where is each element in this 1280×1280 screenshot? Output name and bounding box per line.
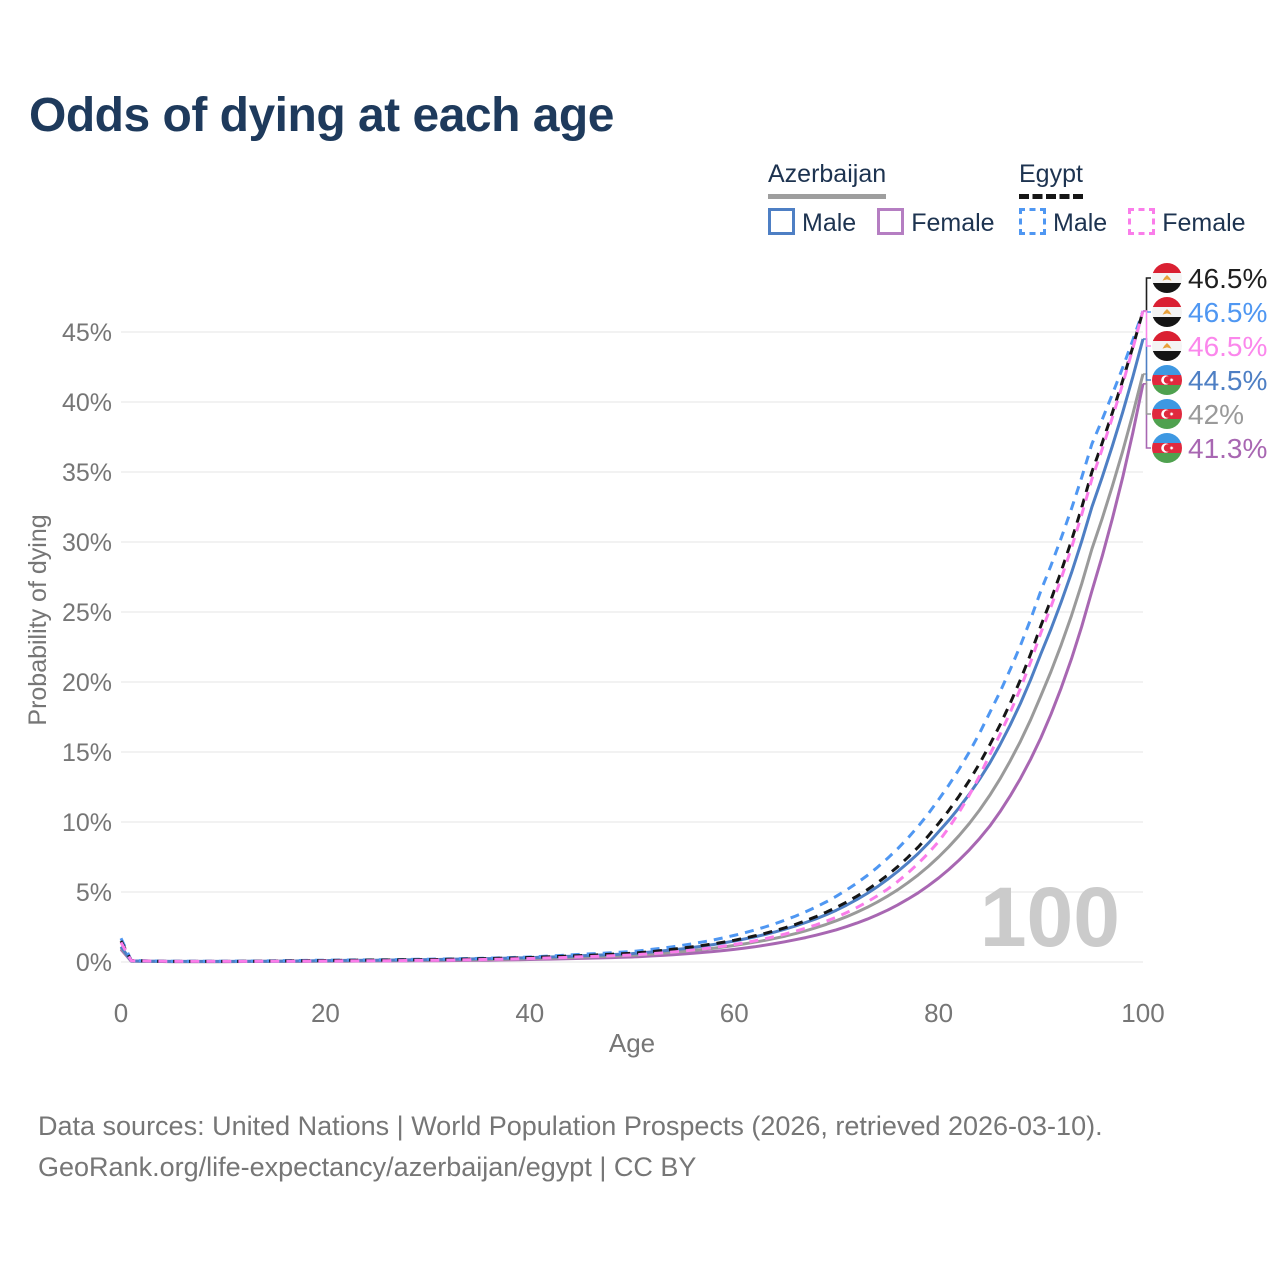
egypt-flag-icon — [1152, 331, 1182, 361]
leader-line-egypt-both — [1143, 277, 1151, 312]
footer-data-sources: Data sources: United Nations | World Pop… — [38, 1111, 1103, 1141]
end-value-label-egypt-male: 46.5% — [1188, 297, 1267, 328]
x-tick-label: 0 — [114, 998, 128, 1028]
series-line-egypt-male — [119, 310, 1145, 963]
end-value-label-azerbaijan-female: 41.3% — [1188, 433, 1267, 464]
y-tick-label: 15% — [62, 739, 112, 767]
y-tick-label: 40% — [62, 389, 112, 417]
y-tick-label: 25% — [62, 599, 112, 627]
end-value-label-egypt-female: 46.5% — [1188, 331, 1267, 362]
end-value-label-azerbaijan-both: 42% — [1188, 399, 1244, 430]
gridlines: 0% 5% 10% 15% 20% 25% 30% 35% 40% 45% — [62, 319, 1143, 977]
y-tick-label: 35% — [62, 459, 112, 487]
egypt-eagle-emblem — [1162, 343, 1172, 349]
series-line-azerbaijan-male — [119, 338, 1145, 963]
end-value-label-egypt-both: 46.5% — [1188, 263, 1267, 294]
legend-group-egypt: Egypt Male Female — [1019, 160, 1246, 238]
x-axis-title: Age — [609, 1028, 655, 1058]
y-tick-label: 30% — [62, 529, 112, 557]
legend-swatch-azerbaijan-male — [768, 208, 795, 235]
legend-swatch-azerbaijan-female — [877, 208, 905, 235]
page-title: Odds of dying at each age — [29, 89, 614, 142]
legend-label-egypt-male: Male — [1053, 209, 1108, 237]
legend-label-egypt-female: Female — [1162, 209, 1246, 237]
leader-line-egypt-female — [1143, 310, 1151, 347]
y-tick-label: 10% — [62, 809, 112, 837]
egypt-flag-icon — [1152, 263, 1182, 293]
legend-group-azerbaijan: Azerbaijan Male Female — [768, 160, 995, 238]
azerbaijan-flag-icon — [1152, 399, 1182, 429]
footer-attribution-url: GeoRank.org/life-expectancy/azerbaijan/e… — [38, 1152, 697, 1182]
x-tick-label: 40 — [515, 998, 544, 1028]
end-labels: 46.5%46.5%46.5%44.5%42%41.3% — [1143, 263, 1267, 464]
egypt-eagle-emblem — [1162, 275, 1172, 281]
x-tick-label: 60 — [720, 998, 749, 1028]
azerbaijan-star — [1169, 411, 1174, 417]
chart-legend: Azerbaijan Male Female Egypt Male Female — [0, 160, 1280, 250]
y-tick-label: 5% — [76, 879, 112, 907]
end-value-label-azerbaijan-male: 44.5% — [1188, 365, 1267, 396]
legend-swatch-egypt-female — [1128, 208, 1156, 235]
legend-label-azerbaijan-male: Male — [802, 209, 857, 237]
series-line-egypt-both — [119, 310, 1145, 963]
egypt-flag-icon — [1152, 297, 1182, 327]
leader-line-azerbaijan-female — [1143, 382, 1151, 449]
chart-footer: Data sources: United Nations | World Pop… — [38, 1106, 1103, 1188]
legend-country-egypt: Egypt — [1019, 160, 1083, 199]
y-tick-label: 45% — [62, 319, 112, 347]
azerbaijan-star — [1169, 377, 1174, 383]
x-tick-label: 80 — [924, 998, 953, 1028]
x-tick-label: 100 — [1121, 998, 1164, 1028]
series-line-egypt-female — [119, 310, 1145, 963]
y-tick-label: 20% — [62, 669, 112, 697]
leader-line-azerbaijan-male — [1143, 338, 1151, 381]
legend-swatch-egypt-male — [1019, 208, 1046, 235]
legend-country-azerbaijan: Azerbaijan — [768, 160, 887, 199]
y-tick-label: 0% — [76, 949, 112, 977]
azerbaijan-flag-icon — [1152, 365, 1182, 395]
leader-line-azerbaijan-both — [1143, 373, 1151, 415]
azerbaijan-star — [1169, 445, 1174, 451]
egypt-eagle-emblem — [1162, 309, 1172, 315]
azerbaijan-flag-icon — [1152, 433, 1182, 463]
y-axis-title: Probability of dying — [24, 514, 52, 725]
x-tick-label: 20 — [311, 998, 340, 1028]
legend-label-azerbaijan-female: Female — [911, 209, 995, 237]
watermark-max-age: 100 — [980, 870, 1120, 964]
